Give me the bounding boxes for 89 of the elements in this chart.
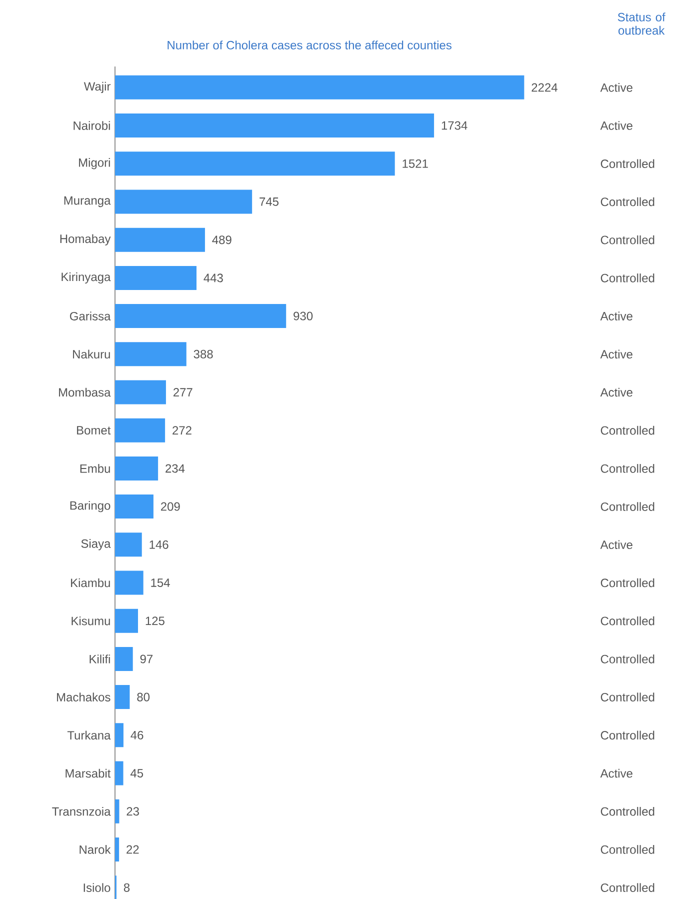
- y-tick-label: Machakos: [57, 692, 110, 702]
- y-tick-label: Kiambu: [71, 578, 110, 588]
- y-tick-label: Muranga: [64, 196, 111, 208]
- bar: [115, 646, 133, 671]
- bar: [115, 190, 252, 214]
- bar: [115, 494, 154, 519]
- bar: [115, 570, 144, 595]
- y-tick-label: Baringo: [70, 500, 110, 512]
- y-tick-label: Marsabit: [66, 768, 111, 778]
- y-tick-label: Migori: [79, 158, 110, 170]
- text: Controlled: [600, 159, 654, 168]
- text: Controlled: [600, 883, 654, 892]
- bar: [115, 685, 130, 710]
- data-label: 8: [124, 883, 130, 892]
- data-label: 23: [126, 807, 139, 816]
- y-tick-label: Siaya: [81, 539, 111, 550]
- bar: [115, 608, 138, 633]
- y-tick-label: Wajir: [84, 82, 111, 94]
- y-tick-label: Embu: [80, 464, 110, 473]
- bar: [115, 342, 186, 366]
- y-tick-label: Kirinyaga: [62, 272, 111, 284]
- bar: [115, 418, 166, 442]
- y-tick-label: Kilifi: [90, 654, 110, 664]
- text: Active: [600, 121, 632, 130]
- text: Active: [600, 540, 632, 550]
- y-tick-label: Nairobi: [74, 121, 110, 130]
- text: Active: [600, 768, 632, 778]
- text: Controlled: [600, 464, 654, 473]
- text: Controlled: [600, 197, 654, 206]
- data-label: 80: [137, 692, 150, 702]
- text: Controlled: [600, 426, 654, 435]
- text: Controlled: [600, 578, 654, 588]
- bar: [115, 380, 166, 404]
- data-label: 154: [151, 578, 170, 587]
- text: Active: [600, 350, 632, 359]
- bar: [115, 114, 434, 138]
- data-label: 1734: [442, 121, 468, 130]
- data-label: 209: [160, 502, 180, 511]
- text: Controlled: [600, 502, 654, 511]
- bar: [115, 266, 197, 290]
- bar: [115, 304, 286, 328]
- bar: [115, 799, 120, 824]
- y-tick-label: Narok: [80, 845, 111, 854]
- bar: [115, 228, 205, 252]
- data-label: 745: [260, 198, 279, 206]
- data-label: 45: [130, 769, 144, 778]
- data-label: 930: [294, 312, 313, 320]
- y-tick-label: Bomet: [77, 426, 111, 435]
- text: Controlled: [600, 730, 654, 740]
- data-label: 2224: [532, 83, 558, 92]
- y-tick-label: Turkana: [67, 730, 111, 740]
- y-tick-label: Transnzoia: [52, 806, 111, 816]
- bar: [115, 456, 158, 480]
- y-tick-label: Garissa: [70, 312, 111, 320]
- data-label: 234: [166, 464, 185, 473]
- data-label: 489: [212, 236, 232, 244]
- y-tick-label: Homabay: [60, 234, 111, 246]
- chart-title: Number of Cholera cases across the affeced counties: [168, 40, 452, 50]
- bar: [115, 837, 120, 862]
- data-label: 22: [126, 845, 139, 854]
- data-label: 1521: [402, 159, 428, 168]
- bar: [115, 723, 124, 748]
- data-label: 272: [172, 426, 192, 435]
- bar: [115, 761, 124, 786]
- text: Controlled: [600, 654, 654, 664]
- bar: [115, 152, 395, 176]
- data-label: 46: [130, 730, 144, 740]
- bar: [115, 532, 142, 557]
- data-label: 388: [194, 350, 213, 358]
- y-tick-label: Kisumu: [72, 616, 110, 626]
- text: Active: [600, 312, 632, 320]
- text: Controlled: [600, 845, 654, 854]
- data-label: 97: [140, 654, 153, 664]
- text: Controlled: [600, 274, 654, 282]
- text: Controlled: [600, 235, 654, 244]
- bar: [115, 75, 524, 100]
- data-label: 277: [174, 388, 192, 396]
- text: Active: [600, 83, 632, 92]
- data-label: 146: [150, 540, 168, 549]
- y-tick-label: Isiolo: [84, 883, 110, 892]
- text: Controlled: [600, 692, 654, 702]
- y-tick-label: Nakuru: [73, 350, 110, 359]
- data-label: 443: [204, 274, 223, 282]
- y-tick-label: Mombasa: [59, 388, 111, 397]
- data-label: 125: [146, 616, 164, 626]
- text: Active: [600, 388, 632, 397]
- text: Controlled: [600, 806, 654, 816]
- text: Controlled: [600, 616, 654, 626]
- text: Status of outbreak: [618, 12, 666, 35]
